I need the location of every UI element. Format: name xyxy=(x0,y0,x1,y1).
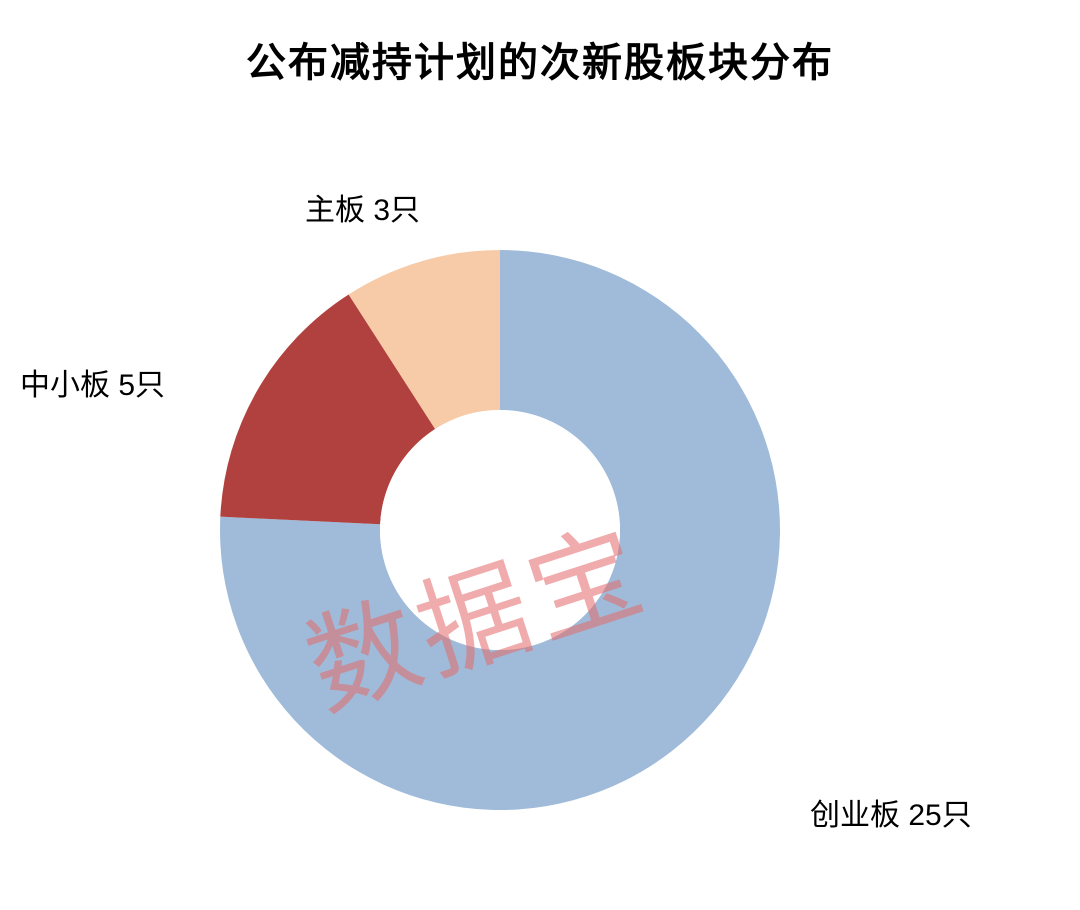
chart-title: 公布减持计划的次新股板块分布 xyxy=(0,30,1080,88)
donut-hole xyxy=(380,410,620,650)
donut-svg xyxy=(220,250,780,810)
slice-label-chuangyeban: 创业板 25只 xyxy=(810,790,972,834)
slice-label-zhongxiaoban: 中小板 5只 xyxy=(20,360,165,404)
donut-chart xyxy=(220,250,780,810)
slice-label-zhuban: 主板 3只 xyxy=(305,185,420,229)
